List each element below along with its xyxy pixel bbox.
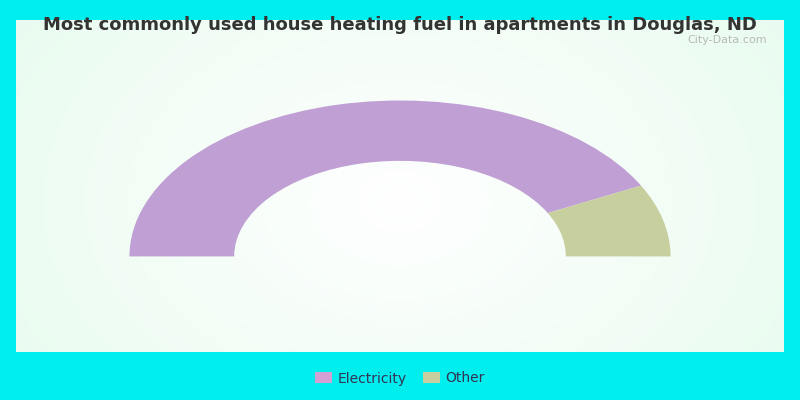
Text: Most commonly used house heating fuel in apartments in Douglas, ND: Most commonly used house heating fuel in… (43, 16, 757, 34)
Wedge shape (548, 186, 670, 256)
Wedge shape (130, 100, 641, 256)
Legend: Electricity, Other: Electricity, Other (310, 366, 490, 391)
Text: City-Data.com: City-Data.com (687, 35, 766, 45)
